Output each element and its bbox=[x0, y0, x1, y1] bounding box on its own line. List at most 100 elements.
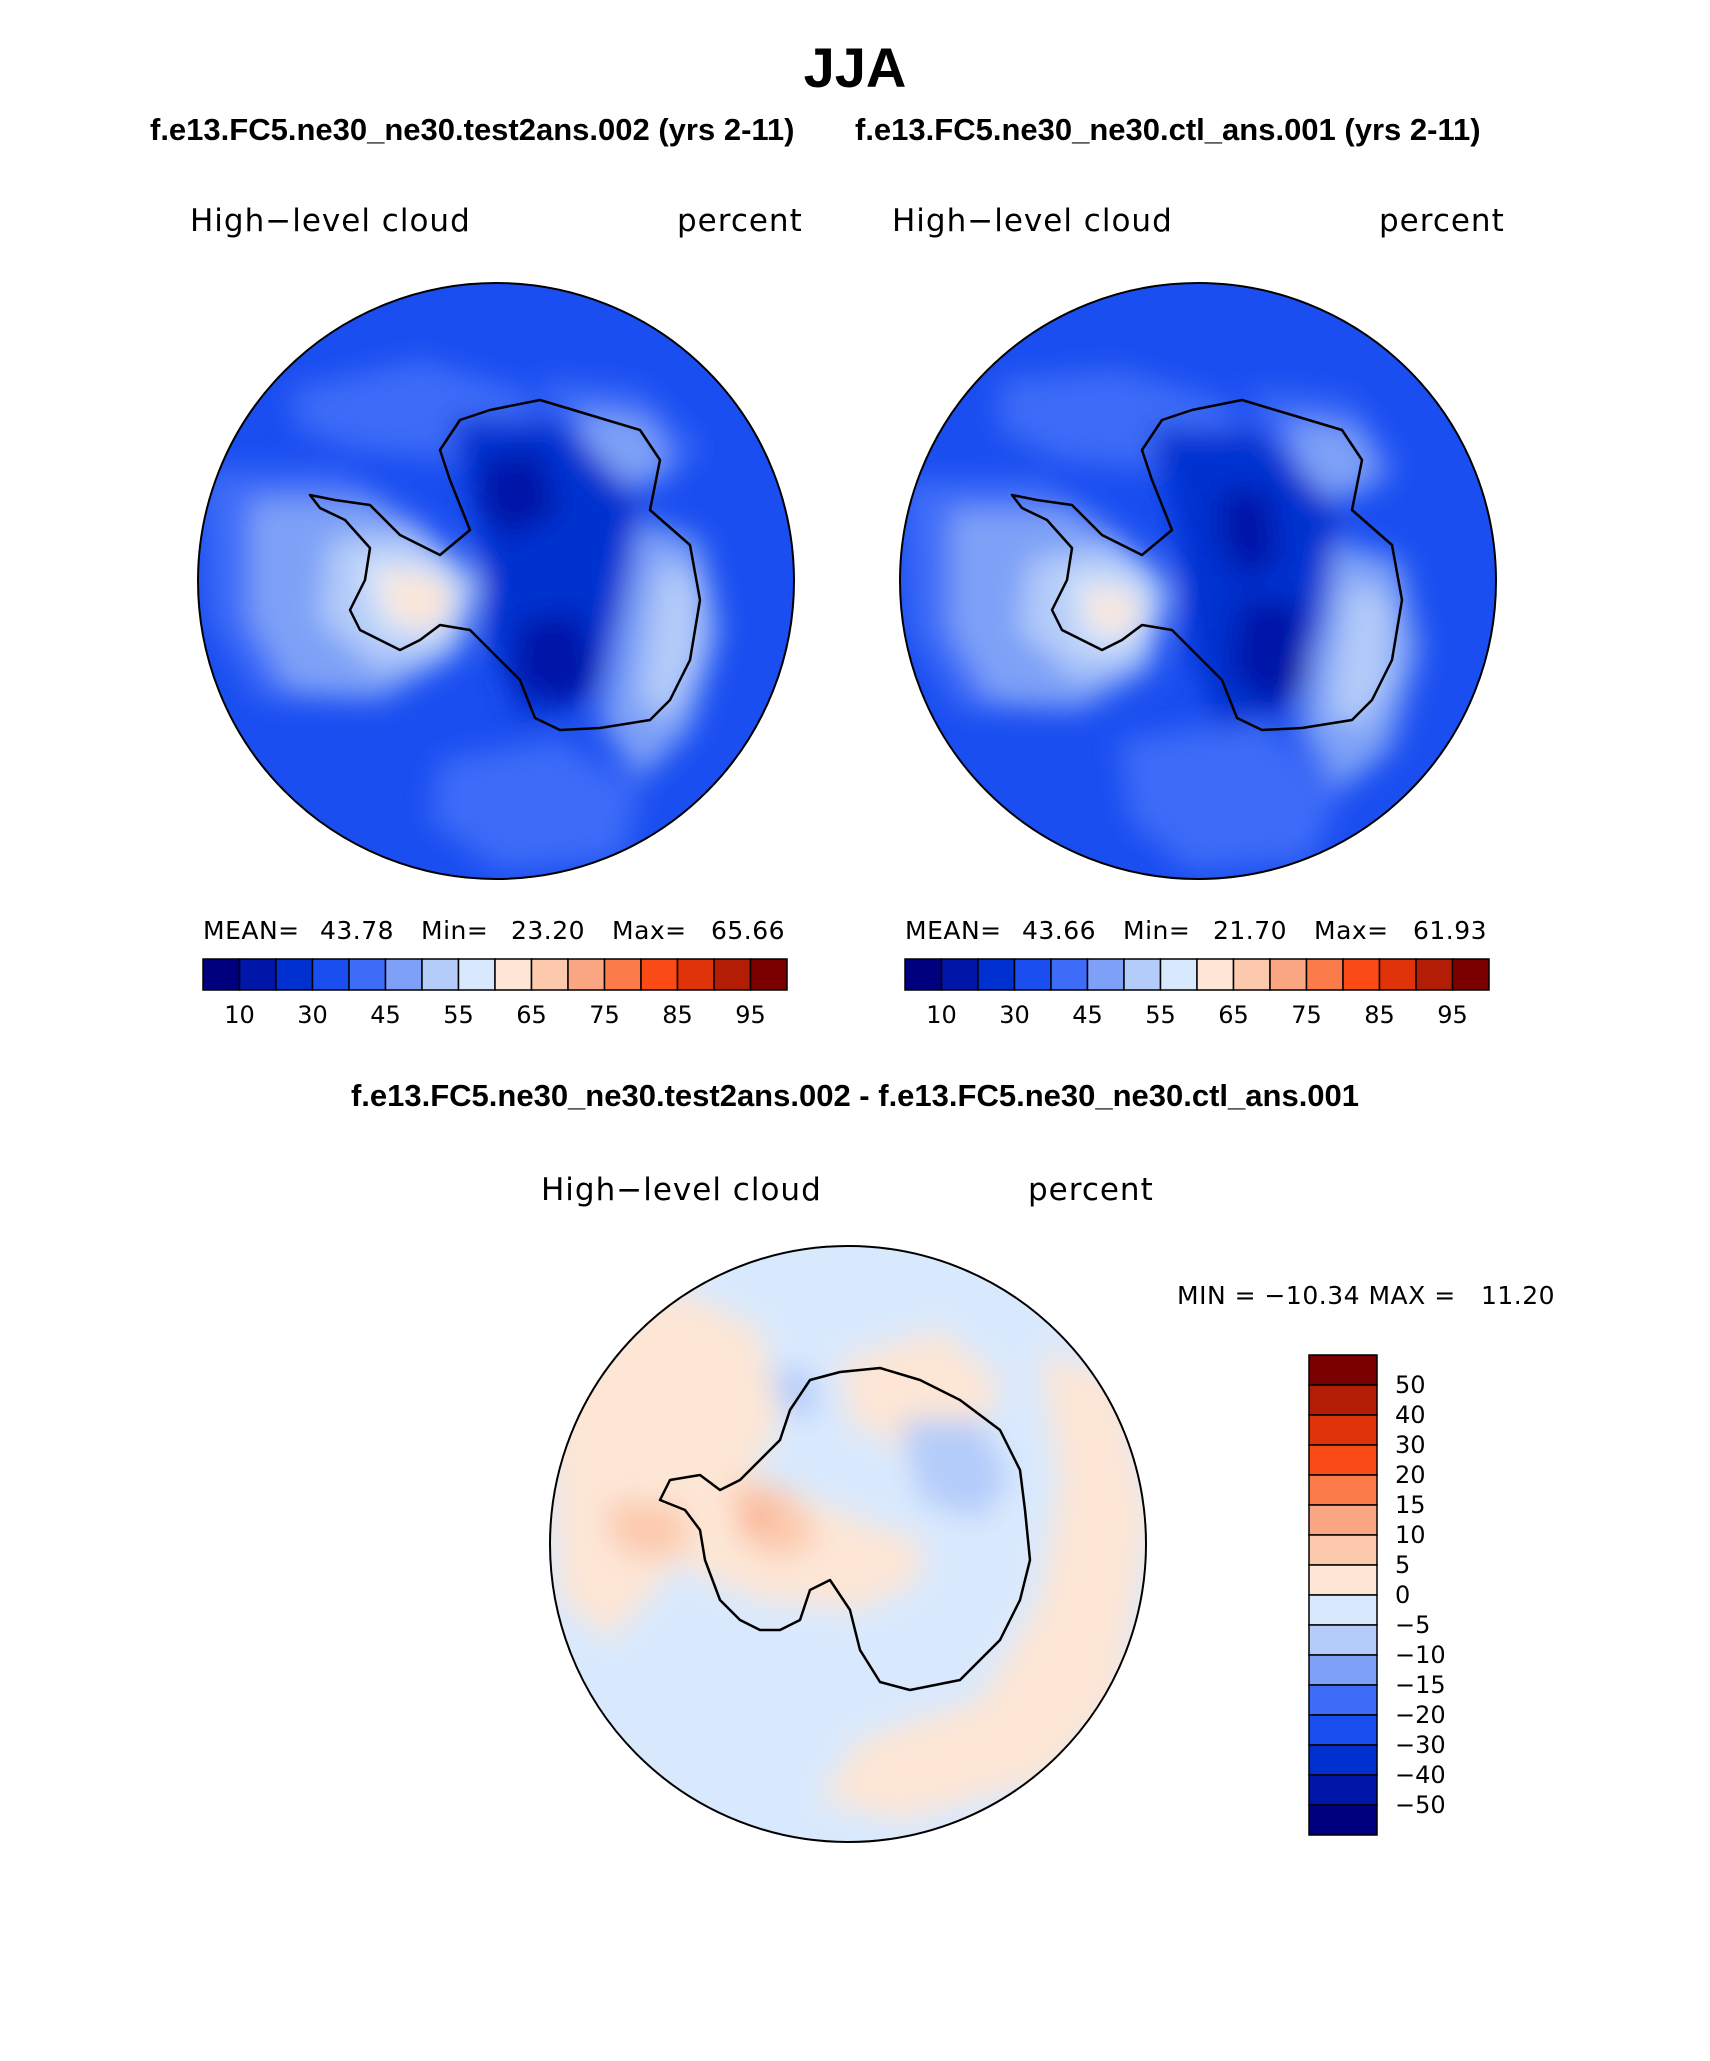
colorbar-diff-swatch bbox=[1308, 1684, 1378, 1716]
colorbar-ctl-swatch bbox=[1013, 958, 1052, 991]
colorbar-test-swatch bbox=[494, 958, 533, 991]
colorbar-diff-tick-label: −30 bbox=[1395, 1731, 1446, 1759]
map-test-boundary bbox=[197, 282, 795, 880]
colorbar-ctl-tick-label: 30 bbox=[999, 1001, 1030, 1029]
colorbar-test-tick-label: 95 bbox=[735, 1001, 766, 1029]
colorbar-diff-tick-label: 15 bbox=[1395, 1491, 1426, 1519]
colorbar-test-swatch bbox=[567, 958, 606, 991]
panel-1-min-value: 23.20 bbox=[511, 916, 586, 945]
map-diff-contour-wedge-positive bbox=[610, 1500, 690, 1560]
colorbar-diff-tick-label: −40 bbox=[1395, 1761, 1446, 1789]
map-ctl-coastline bbox=[1010, 398, 1404, 732]
map-diff-contour-peninsula-positive bbox=[730, 1480, 820, 1560]
colorbar-ctl-tick-label: 85 bbox=[1364, 1001, 1395, 1029]
colorbar-test-swatch bbox=[457, 958, 496, 991]
colorbar-ctl-swatch bbox=[1050, 958, 1089, 991]
map-diff-boundary bbox=[549, 1245, 1147, 1843]
colorbar-diff-swatch bbox=[1308, 1534, 1378, 1566]
colorbar-diff-tick-label: 30 bbox=[1395, 1431, 1426, 1459]
map-diff bbox=[549, 1245, 1147, 1843]
colorbar-ctl-swatch bbox=[904, 958, 943, 991]
panel-2-max-label: Max= bbox=[1314, 916, 1389, 945]
map-ctl-contour-min-west bbox=[1220, 490, 1280, 580]
colorbar-diff-swatch bbox=[1308, 1804, 1378, 1836]
colorbar-diff-swatch bbox=[1308, 1444, 1378, 1476]
colorbar-test-tick-label: 85 bbox=[662, 1001, 693, 1029]
map-test-contour-min-west bbox=[480, 450, 560, 540]
colorbars: 10 30 45 55 65 75 85 95 10 30 45 55 65 75 85 9550403020… bbox=[202, 958, 1490, 1836]
colorbar-diff-tick-label: −50 bbox=[1395, 1791, 1446, 1819]
colorbar-ctl-tick-label: 55 bbox=[1145, 1001, 1176, 1029]
colorbar-diff-tick-label: 0 bbox=[1395, 1581, 1410, 1609]
colorbar-test-swatch bbox=[275, 958, 314, 991]
colorbar-diff-swatch bbox=[1308, 1354, 1378, 1386]
colorbar-test-swatch bbox=[603, 958, 642, 991]
panel-1-max-value: 65.66 bbox=[711, 916, 786, 945]
panel-2-variable-label: High−level cloud bbox=[892, 203, 1173, 239]
panel-2-mean-value: 43.66 bbox=[1022, 916, 1097, 945]
colorbar-ctl-tick-label: 95 bbox=[1437, 1001, 1468, 1029]
panel-1-mean-label: MEAN= bbox=[203, 916, 300, 945]
map-diff-contour-plateau-negative bbox=[900, 1420, 1010, 1520]
panel-2-min-value: 21.70 bbox=[1213, 916, 1288, 945]
colorbar-test-tick-label: 65 bbox=[516, 1001, 547, 1029]
panel-1-max-label: Max= bbox=[612, 916, 687, 945]
colorbar-test-tick-label: 55 bbox=[443, 1001, 474, 1029]
map-test bbox=[197, 282, 795, 880]
panel-1-variable-label: High−level cloud bbox=[190, 203, 471, 239]
map-ctl bbox=[899, 282, 1497, 880]
colorbar-diff-swatch bbox=[1308, 1564, 1378, 1596]
colorbar-test-swatch bbox=[713, 958, 752, 991]
subtitle-control-case: f.e13.FC5.ne30_ne30.ctl_ans.001 (yrs 2-1… bbox=[855, 112, 1481, 147]
colorbar-diff-tick-label: −5 bbox=[1395, 1611, 1430, 1639]
map-test-contour-south bbox=[430, 740, 640, 870]
map-ctl-boundary bbox=[899, 282, 1497, 880]
colorbar-diff-swatch bbox=[1308, 1414, 1378, 1446]
colorbar-diff-tick-label: −15 bbox=[1395, 1671, 1446, 1699]
map-ctl-contour-south bbox=[1120, 720, 1340, 870]
colorbar-ctl-swatch bbox=[940, 958, 979, 991]
panel-1-units-label: percent bbox=[677, 203, 803, 239]
colorbar-diff-swatch bbox=[1308, 1744, 1378, 1776]
colorbar-diff-swatch bbox=[1308, 1474, 1378, 1506]
colorbar-diff-swatch bbox=[1308, 1594, 1378, 1626]
panel-2-mean-label: MEAN= bbox=[905, 916, 1002, 945]
colorbar-ctl-tick-label: 65 bbox=[1218, 1001, 1249, 1029]
colorbar-test-tick-label: 30 bbox=[297, 1001, 328, 1029]
colorbar-ctl-swatch bbox=[1196, 958, 1235, 991]
panel-3-min-max-summary: MIN = −10.34 MAX = 11.20 bbox=[1177, 1281, 1556, 1310]
colorbar-diff-tick-label: 40 bbox=[1395, 1401, 1426, 1429]
colorbar-test-swatch bbox=[348, 958, 387, 991]
panel-1-min-label: Min= bbox=[421, 916, 489, 945]
map-diff-coastline bbox=[658, 1366, 1032, 1692]
colorbar-ctl-swatch bbox=[1086, 958, 1125, 991]
colorbar-diff-swatch bbox=[1308, 1654, 1378, 1686]
colorbar-test-swatch bbox=[238, 958, 277, 991]
colorbar-ctl-swatch bbox=[1123, 958, 1162, 991]
colorbar-ctl-swatch bbox=[1378, 958, 1417, 991]
colorbar-diff-tick-label: −10 bbox=[1395, 1641, 1446, 1669]
page-title: JJA bbox=[803, 36, 907, 99]
colorbar-ctl-swatch bbox=[1342, 958, 1381, 991]
colorbar-diff-swatch bbox=[1308, 1384, 1378, 1416]
colorbar-ctl-swatch bbox=[977, 958, 1016, 991]
colorbar-ctl-swatch bbox=[1232, 958, 1271, 991]
colorbar-diff-swatch bbox=[1308, 1504, 1378, 1536]
map-diff-contour-west-positive bbox=[550, 1290, 780, 1640]
colorbar-test-tick-label: 75 bbox=[589, 1001, 620, 1029]
difference-title: f.e13.FC5.ne30_ne30.test2ans.002 - f.e13… bbox=[350, 1078, 1360, 1113]
subtitle-test-case: f.e13.FC5.ne30_ne30.test2ans.002 (yrs 2-… bbox=[150, 112, 795, 147]
map-ctl-contour-max-warm bbox=[1085, 590, 1140, 635]
colorbar-diff-tick-label: 50 bbox=[1395, 1371, 1426, 1399]
panel-1-mean-value: 43.78 bbox=[320, 916, 395, 945]
colorbar-ctl-tick-label: 45 bbox=[1072, 1001, 1103, 1029]
colorbar-diff-tick-label: 10 bbox=[1395, 1521, 1426, 1549]
panel-3-variable-label: High−level cloud bbox=[541, 1172, 822, 1208]
map-test-contour-east-light bbox=[640, 560, 700, 720]
colorbar-test-swatch bbox=[640, 958, 679, 991]
panel-3-units-label: percent bbox=[1028, 1172, 1154, 1208]
colorbar-test-swatch bbox=[749, 958, 788, 991]
map-test-contour-min-east bbox=[510, 610, 600, 710]
colorbar-test-tick-label: 45 bbox=[370, 1001, 401, 1029]
colorbar-ctl-swatch bbox=[1269, 958, 1308, 991]
